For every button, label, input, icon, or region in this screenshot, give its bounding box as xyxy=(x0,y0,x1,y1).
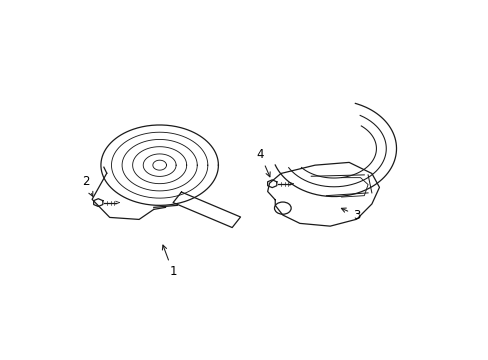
Text: 1: 1 xyxy=(162,245,176,278)
Text: 2: 2 xyxy=(82,175,93,196)
Text: 3: 3 xyxy=(341,208,360,221)
Text: 4: 4 xyxy=(256,148,269,177)
